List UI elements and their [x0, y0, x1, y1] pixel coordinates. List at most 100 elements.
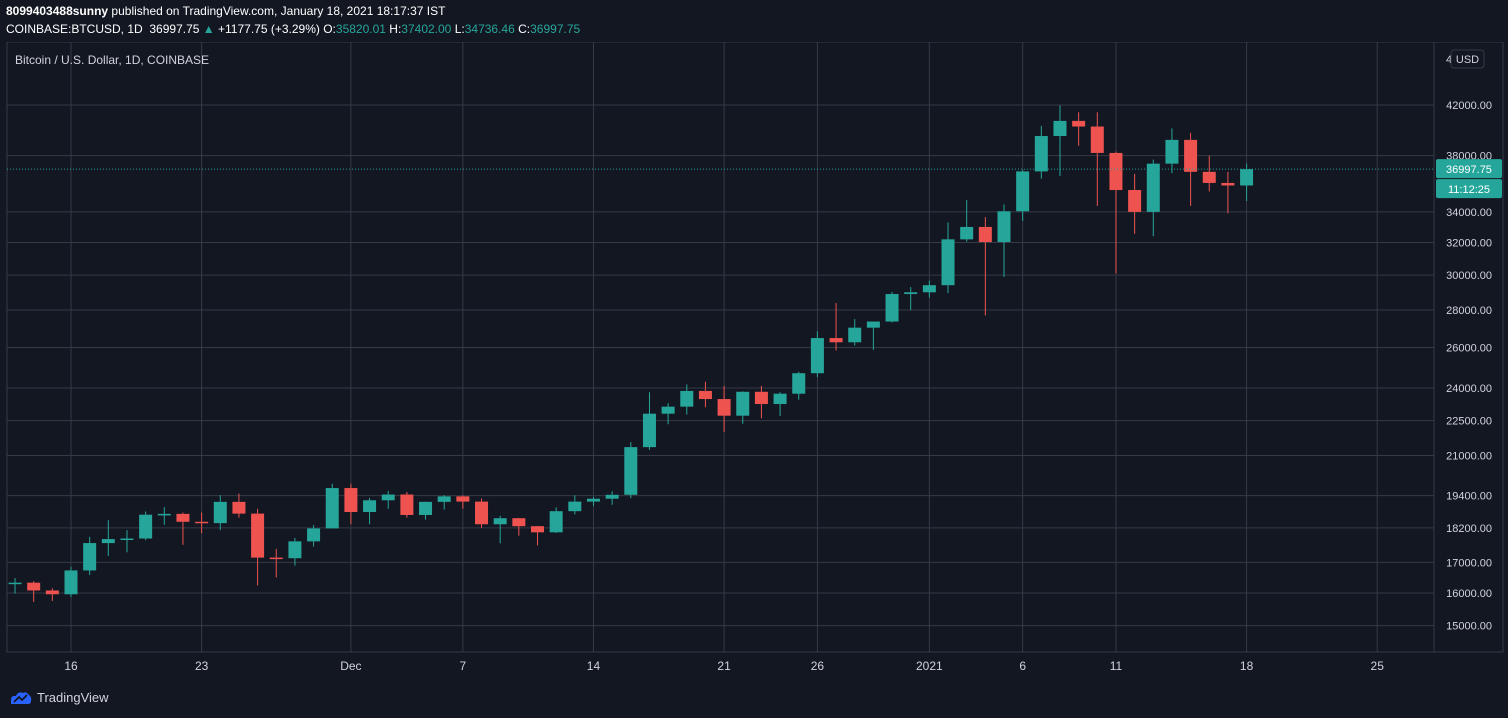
candle-down	[1128, 173, 1142, 234]
candle-body	[978, 226, 992, 243]
candle-body	[400, 494, 414, 515]
candle-down	[400, 491, 414, 518]
change-value: +1177.75 (+3.29%)	[218, 22, 320, 36]
candle-body	[810, 338, 824, 374]
candle-up	[792, 371, 806, 400]
price-tick-label: 22500.00	[1446, 416, 1492, 428]
candle-body	[829, 338, 843, 343]
open-label: O:	[323, 22, 336, 36]
time-axis[interactable]: 16 23 Dec 7 14 21 26 2021 6 11 18 25	[64, 659, 1384, 673]
candle-down	[1184, 132, 1198, 206]
candle-body	[605, 494, 619, 499]
candle-body	[176, 513, 190, 522]
candle-body	[1016, 171, 1030, 212]
candle-body	[549, 511, 563, 533]
candle-up	[848, 319, 862, 346]
candle-up	[922, 280, 936, 298]
price-tick-label: 16000.00	[1446, 588, 1492, 600]
candle-body	[997, 211, 1011, 243]
time-tick-label: 23	[195, 659, 209, 673]
low-label: L:	[454, 22, 465, 36]
candle-up	[941, 222, 955, 294]
candle-down	[269, 548, 283, 578]
price-tick-label: 28000.00	[1446, 305, 1492, 317]
candle-body	[1128, 190, 1142, 212]
open-value: 35820.01	[335, 22, 386, 36]
candle-up	[120, 530, 134, 553]
candle-body	[83, 543, 97, 571]
candle-body	[1221, 182, 1235, 186]
candle-body	[736, 391, 750, 416]
countdown-value: 11:12:25	[1448, 184, 1490, 196]
candle-body	[363, 500, 377, 512]
candle-up	[363, 497, 377, 525]
candlestick-chart[interactable]: Bitcoin / U.S. Dollar, 1D, COINBASE 1500…	[0, 42, 1508, 682]
symbol-label: COINBASE:BTCUSD, 1D	[6, 22, 143, 36]
candle-down	[251, 508, 265, 586]
candle-body	[419, 501, 433, 515]
candle-down	[717, 385, 731, 432]
candle-up	[139, 511, 153, 541]
candle-body	[1202, 171, 1216, 183]
time-tick-label: 6	[1019, 659, 1026, 673]
candle-body	[866, 321, 880, 328]
published-text: published on TradingView.com, January 18…	[111, 4, 446, 18]
candle-body	[307, 528, 321, 542]
price-tick-label: 15000.00	[1446, 621, 1492, 633]
candle-up	[642, 392, 656, 450]
candle-body	[1090, 126, 1104, 153]
candle-up	[307, 525, 321, 547]
footer: TradingView	[10, 690, 109, 705]
publisher-name[interactable]: 8099403488sunny	[6, 4, 109, 18]
time-tick-label: 7	[460, 659, 467, 673]
countdown-badge	[1436, 179, 1502, 199]
candle-up	[288, 537, 302, 566]
candle-down	[45, 588, 59, 601]
candle-body	[698, 390, 712, 400]
candle-down	[1221, 171, 1235, 214]
low-value: 34736.46	[464, 22, 515, 36]
candle-up	[773, 392, 787, 417]
candle-up	[885, 291, 899, 323]
candle-up	[866, 321, 880, 350]
candle-body	[493, 518, 507, 525]
time-tick-label: 18	[1240, 659, 1254, 673]
candle-up	[810, 331, 824, 378]
candle-body	[213, 501, 227, 524]
candle-body	[642, 413, 656, 448]
candle-down	[1202, 155, 1216, 192]
tradingview-brand[interactable]: TradingView	[37, 690, 109, 705]
price-tick-label: 32000.00	[1446, 238, 1492, 250]
candle-up	[8, 578, 22, 594]
candle-down	[344, 483, 358, 525]
change-arrow-icon: ▲	[202, 22, 215, 36]
candle-up	[381, 490, 395, 509]
chart-title: Bitcoin / U.S. Dollar, 1D, COINBASE	[15, 53, 209, 67]
candle-down	[531, 525, 544, 546]
candle-down	[1072, 112, 1086, 146]
candle-up	[1146, 159, 1160, 237]
candle-down	[1090, 112, 1104, 206]
candle-body	[251, 513, 265, 558]
candle-up	[437, 495, 451, 510]
price-tick-label-partial: 4	[1446, 54, 1452, 66]
candle-body	[568, 501, 582, 512]
candle-body	[1053, 120, 1067, 137]
candle-down	[195, 512, 209, 534]
price-tick-label: 42000.00	[1446, 100, 1492, 112]
candle-body	[586, 498, 600, 502]
candle-body	[680, 390, 694, 407]
time-tick-label: 26	[811, 659, 825, 673]
candle-down	[829, 303, 843, 351]
candle-up	[64, 566, 78, 598]
candle-up	[997, 204, 1011, 277]
last-price-value: 36997.75	[1446, 164, 1492, 176]
last-price-badge	[1436, 159, 1502, 179]
publisher-line: 8099403488sunny published on TradingView…	[6, 4, 445, 18]
candle-body	[1072, 120, 1086, 127]
price-axis[interactable]: 15000.00 16000.00 17000.00 18200.00 19400.00…	[1446, 54, 1492, 633]
currency-badge[interactable]: USD	[1450, 49, 1485, 69]
candle-down	[475, 498, 489, 528]
candle-down	[27, 581, 41, 602]
candle-up	[624, 442, 638, 499]
